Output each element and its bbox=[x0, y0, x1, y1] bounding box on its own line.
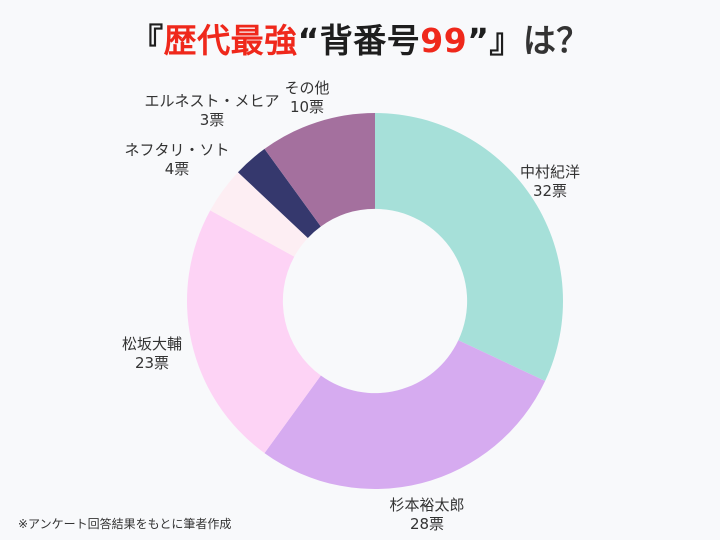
donut-slice-5 bbox=[264, 113, 375, 227]
slice-votes: 4票 bbox=[164, 160, 190, 178]
page-title: 『歴代最強“背番号99”』は？ bbox=[0, 14, 720, 62]
slice-name: エルネスト・メヒア bbox=[144, 92, 280, 110]
slice-label-mejia: エルネスト・メヒア 3票 bbox=[144, 92, 279, 130]
title-segment: “背番号 bbox=[297, 21, 421, 60]
title-segment: 歴代最強 bbox=[163, 21, 298, 60]
donut-slice-1 bbox=[264, 340, 546, 489]
slice-votes: 28票 bbox=[409, 515, 445, 533]
slice-votes: 23票 bbox=[134, 354, 170, 372]
slice-name: ネフタリ・ソト bbox=[124, 141, 230, 159]
slice-name: その他 bbox=[284, 79, 330, 97]
donut-slice-4 bbox=[237, 148, 321, 238]
slice-name: 杉本裕太郎 bbox=[389, 496, 465, 514]
title-segment: 99 bbox=[420, 21, 468, 60]
slice-name: 松坂大輔 bbox=[121, 335, 183, 353]
slice-name: 中村紀洋 bbox=[519, 163, 581, 181]
slice-label-sugimoto: 杉本裕太郎 28票 bbox=[389, 496, 464, 534]
slice-label-soto: ネフタリ・ソト 4票 bbox=[124, 141, 229, 179]
title-segment: は？ bbox=[522, 21, 590, 60]
slice-label-matsuzaka: 松坂大輔 23票 bbox=[122, 335, 182, 373]
footnote: ※アンケート回答結果をもとに筆者作成 bbox=[18, 517, 232, 531]
slice-votes: 10票 bbox=[289, 98, 325, 116]
title-segment: 『 bbox=[130, 21, 164, 60]
slice-votes: 3票 bbox=[199, 111, 225, 129]
slice-votes: 32票 bbox=[532, 182, 568, 200]
slice-label-nakamura: 中村紀洋 32票 bbox=[520, 163, 580, 201]
donut-slice-3 bbox=[210, 172, 308, 257]
donut-slice-2 bbox=[186, 210, 321, 454]
slice-label-sonota: その他 10票 bbox=[284, 79, 329, 117]
donut-slice-0 bbox=[375, 113, 563, 382]
title-segment: ”』 bbox=[467, 21, 523, 60]
